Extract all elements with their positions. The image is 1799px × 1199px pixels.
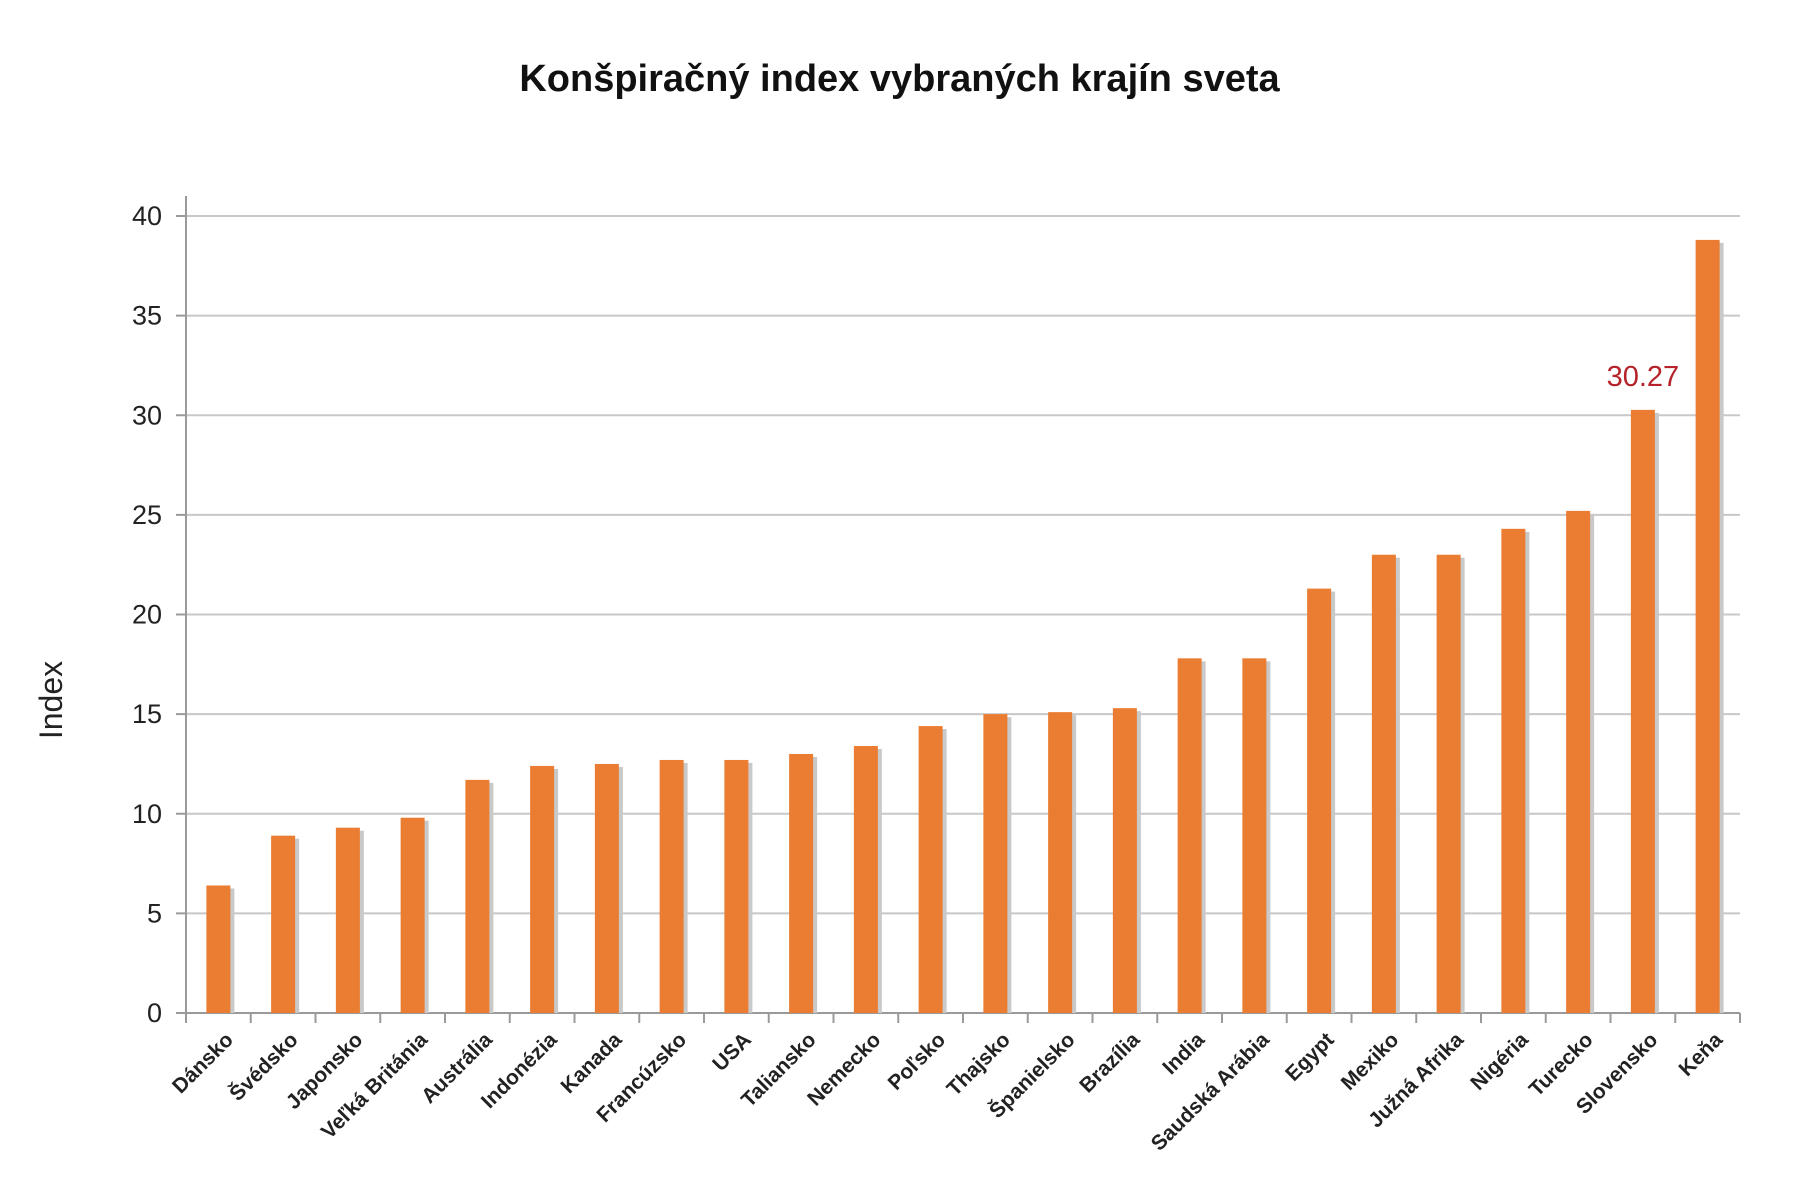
bar <box>789 753 814 1013</box>
y-tick-label: 15 <box>132 699 162 729</box>
y-tick-label: 10 <box>132 799 162 829</box>
x-tick-label: USA <box>708 1028 756 1076</box>
x-tick-label: India <box>1158 1028 1209 1079</box>
bar <box>1695 239 1720 1013</box>
x-tick-label: Brazília <box>1075 1028 1144 1097</box>
bar <box>724 759 749 1013</box>
grid-layer <box>186 215 1740 915</box>
bar <box>1048 712 1073 1013</box>
bar <box>918 726 943 1013</box>
y-axis-label: Index <box>33 661 69 739</box>
y-tick-label: 30 <box>132 400 162 430</box>
data-label: 30.27 <box>1607 361 1680 393</box>
bar <box>465 779 490 1013</box>
bar <box>1242 658 1267 1013</box>
bar <box>335 827 360 1013</box>
bar <box>1436 554 1461 1013</box>
bar <box>983 714 1008 1013</box>
bar <box>1177 658 1202 1013</box>
bar <box>594 763 619 1013</box>
bar <box>400 817 425 1013</box>
x-tick-label: Poľsko <box>884 1028 951 1095</box>
bar <box>1501 528 1526 1013</box>
bar-layer <box>206 239 1724 1013</box>
bar <box>206 885 231 1013</box>
bar <box>1112 708 1137 1013</box>
y-tick-label: 40 <box>132 201 162 231</box>
bar <box>1566 510 1591 1013</box>
x-tick-label: Saudská Arábia <box>1147 1028 1274 1155</box>
axis-layer <box>176 196 1741 1023</box>
bar <box>530 765 555 1013</box>
y-tick-label: 0 <box>147 998 162 1028</box>
x-tick-label: Egypt <box>1281 1028 1339 1086</box>
y-tick-label: 5 <box>147 898 162 928</box>
chart-title: Konšpiračný index vybraných krajín sveta <box>519 58 1280 100</box>
x-tick-label: Nigéria <box>1466 1028 1533 1095</box>
x-tick-label: Keňa <box>1675 1028 1728 1081</box>
bar <box>659 759 684 1013</box>
bar <box>1630 409 1655 1013</box>
bar <box>1371 554 1396 1013</box>
y-tick-label: 35 <box>132 301 162 331</box>
y-tick-label: 25 <box>132 500 162 530</box>
bar <box>1307 588 1332 1013</box>
x-tick-label: Mexiko <box>1337 1028 1404 1095</box>
y-tick-label: 20 <box>132 600 162 630</box>
bar <box>853 746 878 1013</box>
bar <box>271 835 296 1013</box>
